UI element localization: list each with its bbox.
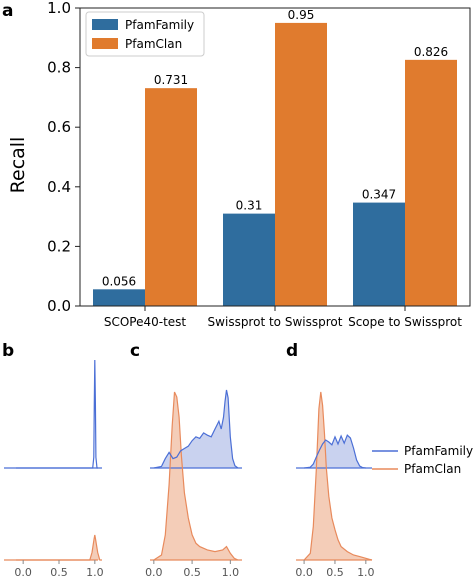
x-tick-label: SCOPe40-test [104,315,187,329]
density-panel-c: 0.0 0.5 1.0 [145,389,242,576]
x-tick-label: 0.0 [295,566,313,576]
legend-label-PfamClan: PfamClan [125,37,182,51]
legend: PfamFamily PfamClan [85,11,205,57]
bar-PfamClan-0 [145,88,197,306]
density-legend-label-PfamClan: PfamClan [404,462,461,476]
x-tick-label: 0.0 [14,566,32,576]
x-tick-label: 0.5 [183,566,201,576]
x-tick-label: 0.5 [50,566,68,576]
y-axis-title: Recall [7,137,29,194]
y-tick-label: 0.2 [47,237,71,255]
clan-density-line [303,391,373,561]
bar-PfamFamily-1 [223,213,275,306]
clan-density-area [16,535,102,560]
bar-value-label: 0.056 [102,274,136,288]
bar-PfamClan-2 [405,59,457,306]
panel-letter-c: c [130,341,140,361]
density-legend: PfamFamily PfamClan [372,444,473,476]
legend-swatch-PfamClan [92,38,118,49]
family-density-line [153,389,239,469]
panel-letter-a: a [2,1,13,21]
clan-density-line [153,391,239,561]
bar-value-label: 0.826 [414,45,448,59]
bar-chart: 0.0 0.2 0.4 0.6 0.8 1.0 0.056 0.731 0.31 0.95 0.3… [7,0,471,329]
bar-PfamClan-1 [275,22,327,307]
bar-marks [93,22,457,307]
y-axis: 0.0 0.2 0.4 0.6 0.8 1.0 [47,0,80,315]
x-tick-label: Scope to Swissprot [348,315,462,329]
bar-value-label: 0.31 [236,199,263,213]
y-tick-label: 1.0 [47,0,71,17]
y-tick-label: 0.0 [47,297,71,315]
bar-value-label: 0.347 [362,188,396,202]
density-panel-b: 0.0 0.5 1.0 [4,359,104,576]
x-tick-label: 1.0 [86,566,104,576]
x-axis: SCOPe40-test Swissprot to Swissprot Scope … [104,306,462,329]
bar-PfamFamily-0 [93,289,145,306]
x-tick-label: 1.0 [222,566,240,576]
x-tick-label: Swissprot to Swissprot [208,315,343,329]
plot-frame [79,7,471,307]
legend-label-PfamFamily: PfamFamily [125,18,194,32]
clan-density-area [153,392,238,560]
y-tick-label: 0.8 [47,59,71,77]
bar-data-labels: 0.056 0.731 0.31 0.95 0.347 0.826 [102,8,448,288]
bar-PfamFamily-2 [353,202,405,306]
panel-letter-b: b [2,341,14,361]
clan-density-line [16,534,102,561]
density-legend-label-PfamFamily: PfamFamily [404,444,473,458]
legend-swatch-PfamFamily [92,19,118,30]
bar-value-label: 0.95 [288,8,315,22]
panel-letter-d: d [286,341,298,361]
clan-density-area [304,392,372,560]
x-tick-label: 0.0 [145,566,163,576]
family-density-line [16,359,102,469]
x-tick-label: 1.0 [357,566,375,576]
family-density-area [16,360,102,468]
y-tick-label: 0.6 [47,118,71,136]
family-density-area [153,390,238,468]
bar-value-label: 0.731 [154,73,188,87]
density-panel-d: 0.0 0.5 1.0 [295,391,375,576]
family-density-line [304,434,366,469]
x-tick-label: 0.5 [326,566,344,576]
y-tick-label: 0.4 [47,178,71,196]
